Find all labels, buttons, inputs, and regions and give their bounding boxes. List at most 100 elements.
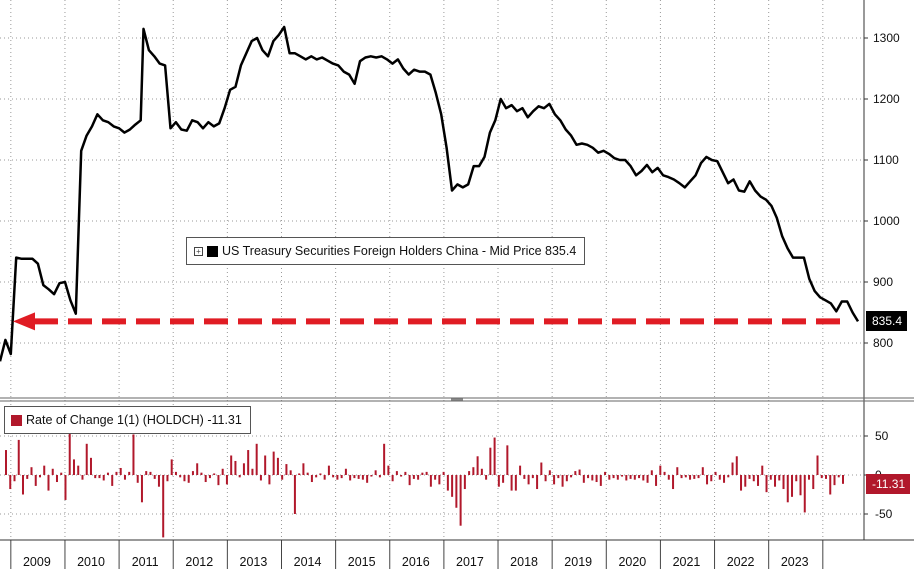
- roc-bar: [332, 475, 335, 478]
- roc-bar: [302, 463, 305, 475]
- price-series-line: [0, 25, 860, 362]
- plus-box-icon[interactable]: +: [194, 246, 203, 256]
- roc-bar: [230, 455, 233, 475]
- roc-last-value-tag: -11.31: [866, 473, 911, 494]
- roc-bar: [145, 471, 148, 475]
- roc-bar: [803, 475, 806, 513]
- roc-bar: [731, 462, 734, 475]
- roc-bar: [285, 464, 288, 475]
- roc-bar: [659, 465, 662, 475]
- roc-bar: [786, 475, 789, 503]
- roc-bar: [200, 472, 203, 475]
- roc-bar: [102, 475, 105, 481]
- chart-frame: [0, 0, 914, 541]
- roc-bar: [319, 473, 322, 475]
- roc-bar: [34, 475, 37, 486]
- price-legend-label: US Treasury Securities Foreign Holders C…: [222, 244, 577, 258]
- roc-bar: [136, 475, 139, 483]
- roc-bar: [26, 475, 29, 479]
- roc-bar: [425, 471, 428, 475]
- roc-bar: [514, 475, 517, 491]
- roc-bar: [650, 470, 653, 475]
- roc-bar: [47, 475, 50, 491]
- roc-bar: [548, 470, 551, 475]
- roc-bar: [94, 475, 97, 479]
- roc-bar: [242, 463, 245, 475]
- roc-bar: [842, 475, 844, 484]
- roc-bar: [395, 471, 398, 475]
- x-tick-label: 2014: [294, 555, 322, 569]
- price-y-tick-label: 1200: [873, 92, 900, 106]
- roc-bar: [408, 475, 411, 486]
- roc-bar: [336, 475, 339, 480]
- x-tick-label: 2022: [727, 555, 755, 569]
- roc-bar: [638, 475, 641, 479]
- roc-bar: [323, 475, 326, 480]
- roc-bar: [208, 475, 211, 479]
- roc-bar: [706, 475, 709, 485]
- roc-bar: [234, 460, 237, 475]
- x-tick-label: 2021: [673, 555, 701, 569]
- roc-bar: [540, 462, 543, 475]
- roc-bar: [612, 475, 615, 479]
- roc-bar: [315, 475, 318, 478]
- roc-bar: [77, 465, 80, 475]
- roc-bar: [51, 468, 54, 475]
- roc-bar: [765, 475, 768, 493]
- roc-bar: [689, 475, 692, 480]
- roc-bar: [663, 471, 666, 475]
- roc-bar: [510, 475, 513, 491]
- roc-bar: [255, 443, 258, 475]
- roc-bar: [404, 471, 407, 475]
- roc-bar: [485, 475, 488, 480]
- roc-bar: [204, 475, 207, 483]
- price-y-tick-label: 800: [873, 336, 893, 350]
- roc-bar: [752, 475, 755, 482]
- roc-bar: [43, 465, 46, 475]
- roc-bar: [183, 475, 186, 482]
- roc-bar: [434, 475, 437, 480]
- roc-bar: [820, 475, 823, 479]
- roc-bar: [310, 475, 313, 483]
- roc-bar: [353, 475, 356, 479]
- roc-bar: [85, 443, 88, 475]
- roc-bar: [642, 475, 645, 481]
- price-y-tick-label: 1300: [873, 31, 900, 45]
- roc-bar: [676, 467, 679, 475]
- roc-bar: [370, 475, 373, 477]
- roc-bar: [536, 475, 539, 490]
- roc-bar: [825, 475, 828, 479]
- roc-bar: [340, 475, 343, 479]
- roc-bar: [247, 450, 250, 475]
- roc-bar: [837, 475, 840, 478]
- x-tick-label: 2018: [510, 555, 538, 569]
- roc-bar: [544, 475, 547, 482]
- roc-bar: [191, 471, 194, 475]
- roc-bar: [740, 475, 743, 491]
- roc-bar: [446, 475, 449, 491]
- x-tick-label: 2017: [456, 555, 484, 569]
- roc-bar: [170, 459, 173, 475]
- roc-bar: [421, 472, 424, 475]
- roc-bar: [829, 475, 832, 495]
- roc-bar: [795, 475, 798, 482]
- roc-bar: [463, 475, 466, 490]
- roc-bar: [89, 457, 92, 475]
- roc-bar: [166, 475, 169, 482]
- roc-bar: [476, 456, 479, 475]
- roc-bar: [157, 475, 160, 487]
- roc-bar: [459, 475, 462, 526]
- roc-bar: [306, 472, 309, 475]
- x-tick-label: 2023: [781, 555, 809, 569]
- roc-bar: [616, 475, 619, 480]
- roc-bar: [123, 475, 126, 480]
- x-tick-label: 2019: [564, 555, 592, 569]
- roc-bar: [179, 475, 182, 478]
- price-y-tick-label: 900: [873, 275, 893, 289]
- roc-bar: [748, 475, 751, 479]
- roc-bar: [344, 468, 347, 475]
- roc-bar: [604, 471, 607, 475]
- roc-bar: [480, 468, 483, 475]
- price-last-value-tag: 835.4: [866, 311, 908, 332]
- roc-bar: [276, 457, 279, 475]
